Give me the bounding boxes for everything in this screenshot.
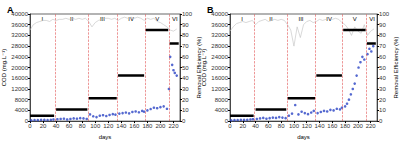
svg-text:20: 20 <box>182 97 189 103</box>
svg-text:100: 100 <box>289 123 300 129</box>
svg-text:120: 120 <box>103 123 114 129</box>
svg-text:COD (mg.L⁻¹): COD (mg.L⁻¹) <box>201 49 207 87</box>
svg-text:60: 60 <box>379 54 386 60</box>
svg-text:100: 100 <box>182 11 193 17</box>
svg-text:40: 40 <box>182 75 189 81</box>
svg-text:12000: 12000 <box>11 86 28 92</box>
svg-text:0: 0 <box>182 118 186 124</box>
svg-text:40: 40 <box>53 123 60 129</box>
svg-text:36000: 36000 <box>11 22 28 28</box>
svg-text:20: 20 <box>239 123 246 129</box>
svg-text:10: 10 <box>379 107 386 113</box>
svg-text:70: 70 <box>182 43 189 49</box>
svg-text:80: 80 <box>278 123 285 129</box>
svg-text:40: 40 <box>252 123 259 129</box>
svg-text:60: 60 <box>265 123 272 129</box>
svg-text:days: days <box>297 134 310 140</box>
svg-text:A: A <box>7 5 14 15</box>
svg-text:120: 120 <box>302 123 313 129</box>
svg-text:II: II <box>70 16 74 22</box>
svg-text:200: 200 <box>353 123 364 129</box>
svg-text:IV: IV <box>128 16 134 22</box>
svg-text:140: 140 <box>315 123 326 129</box>
svg-text:220: 220 <box>168 123 179 129</box>
svg-text:I: I <box>41 16 44 22</box>
svg-text:30: 30 <box>182 86 189 92</box>
svg-text:days: days <box>99 134 112 140</box>
svg-text:0: 0 <box>28 123 32 129</box>
svg-text:12000: 12000 <box>211 86 228 92</box>
svg-text:40000: 40000 <box>211 11 228 17</box>
svg-text:80: 80 <box>379 32 386 38</box>
svg-text:4000: 4000 <box>15 107 29 113</box>
svg-text:B: B <box>207 5 214 15</box>
svg-text:140: 140 <box>116 123 127 129</box>
svg-text:4000: 4000 <box>215 107 229 113</box>
svg-text:40: 40 <box>379 75 386 81</box>
svg-text:V: V <box>353 16 357 22</box>
svg-text:32000: 32000 <box>211 32 228 38</box>
svg-text:28000: 28000 <box>11 43 28 49</box>
svg-text:100: 100 <box>90 123 101 129</box>
svg-text:8000: 8000 <box>15 97 29 103</box>
svg-text:V: V <box>155 16 160 22</box>
svg-text:COD (mg.L⁻¹): COD (mg.L⁻¹) <box>1 49 7 87</box>
svg-text:24000: 24000 <box>11 54 28 60</box>
svg-text:20: 20 <box>40 123 47 129</box>
svg-text:80: 80 <box>182 32 189 38</box>
svg-text:0: 0 <box>228 123 232 129</box>
svg-text:20000: 20000 <box>211 65 228 71</box>
svg-text:0: 0 <box>24 118 28 125</box>
svg-text:30: 30 <box>379 86 386 92</box>
svg-text:50: 50 <box>379 65 386 71</box>
svg-text:160: 160 <box>327 123 338 129</box>
svg-text:Removal Efficiency (%): Removal Efficiency (%) <box>195 36 202 99</box>
svg-text:60: 60 <box>66 123 73 129</box>
svg-text:Removal Efficiency (%): Removal Efficiency (%) <box>393 37 399 99</box>
svg-text:10: 10 <box>182 107 189 113</box>
svg-text:20000: 20000 <box>11 65 28 71</box>
svg-text:36000: 36000 <box>211 22 228 28</box>
svg-text:16000: 16000 <box>211 75 228 81</box>
svg-text:16000: 16000 <box>11 75 28 81</box>
svg-text:VI: VI <box>172 16 178 22</box>
svg-text:0: 0 <box>379 118 383 124</box>
svg-text:220: 220 <box>366 123 377 129</box>
svg-text:20: 20 <box>379 97 386 103</box>
svg-text:60: 60 <box>182 54 189 60</box>
svg-text:24000: 24000 <box>211 54 228 60</box>
svg-text:8000: 8000 <box>215 97 229 103</box>
svg-text:0: 0 <box>224 118 228 125</box>
svg-text:IV: IV <box>326 16 332 22</box>
svg-text:90: 90 <box>379 22 386 28</box>
svg-text:80: 80 <box>79 123 86 129</box>
svg-text:VI: VI <box>369 16 375 22</box>
svg-text:28000: 28000 <box>211 43 228 49</box>
svg-text:180: 180 <box>142 123 153 129</box>
svg-text:I: I <box>241 16 243 22</box>
svg-text:100: 100 <box>379 11 390 17</box>
svg-text:200: 200 <box>155 123 166 129</box>
svg-text:II: II <box>269 16 273 22</box>
svg-text:III: III <box>298 16 303 22</box>
svg-text:40000: 40000 <box>11 11 28 17</box>
svg-text:70: 70 <box>379 43 386 49</box>
svg-text:50: 50 <box>182 65 189 71</box>
svg-text:III: III <box>99 16 105 22</box>
svg-text:160: 160 <box>129 123 140 129</box>
svg-text:90: 90 <box>182 22 189 28</box>
svg-text:180: 180 <box>340 123 351 129</box>
svg-text:32000: 32000 <box>11 32 28 38</box>
